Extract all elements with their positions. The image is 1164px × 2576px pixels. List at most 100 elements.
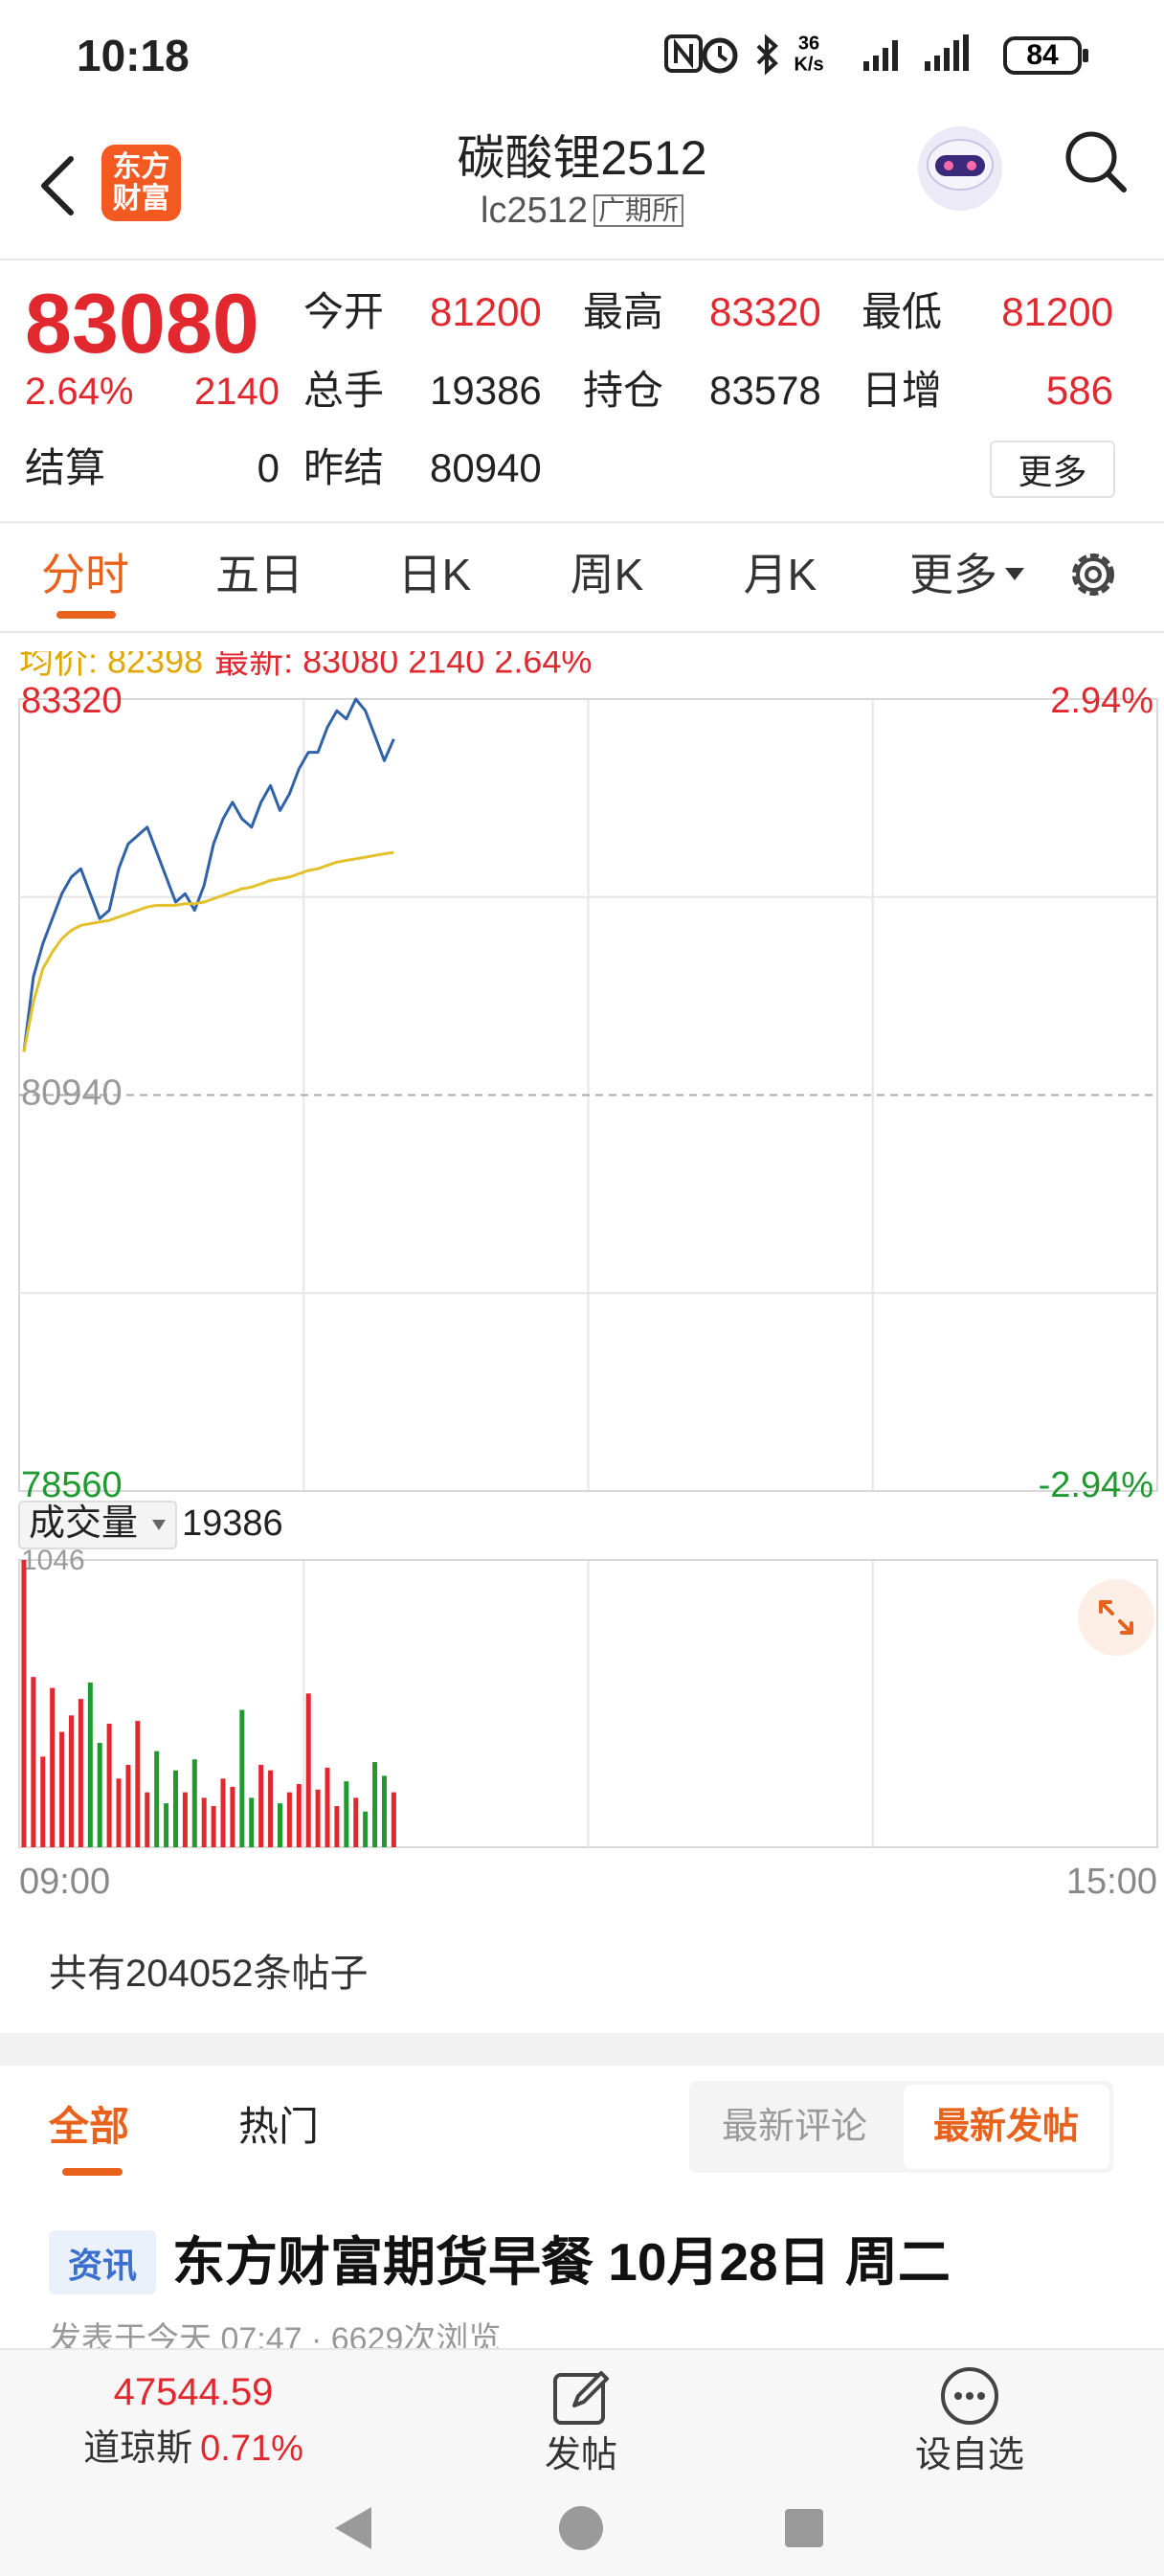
- index-value[interactable]: 47544.59: [113, 2371, 274, 2413]
- volume-bar: [116, 1778, 122, 1847]
- more-button[interactable]: 更多: [990, 441, 1115, 498]
- alarm-icon: [702, 37, 738, 74]
- tab[interactable]: 五日: [215, 550, 303, 599]
- watchlist-button-label[interactable]: 设自选: [914, 2435, 1025, 2475]
- stat-label: 结算: [25, 445, 106, 490]
- settings-button[interactable]: [1064, 546, 1122, 603]
- y-tick-label: 78560: [21, 1465, 123, 1505]
- stat-value: 81200: [1001, 289, 1113, 334]
- watchlist-icon[interactable]: [939, 2365, 1000, 2427]
- volume-bar: [191, 1759, 197, 1847]
- volume-label: 成交量: [29, 1503, 138, 1544]
- expand-button[interactable]: [1078, 1579, 1154, 1656]
- tab-underline: [56, 611, 116, 619]
- stat-value: 81200: [430, 289, 542, 334]
- change-pct: 2.64%: [25, 371, 134, 413]
- volume-bar: [381, 1775, 387, 1847]
- post-tab[interactable]: 热门: [238, 2104, 320, 2149]
- volume-bar: [315, 1789, 321, 1847]
- nav-home[interactable]: [559, 2506, 603, 2550]
- post-tab-active[interactable]: 全部: [49, 2104, 130, 2149]
- index-name: 道琼斯: [83, 2429, 193, 2469]
- instrument-title: 碳酸锂2512: [457, 131, 707, 185]
- stat-label: 持仓: [583, 368, 664, 413]
- volume-bar: [97, 1743, 102, 1847]
- tab[interactable]: 周K: [570, 550, 644, 599]
- sort-option-active[interactable]: 最新发帖: [932, 2107, 1080, 2147]
- signal-1: [863, 40, 898, 71]
- volume-bar: [125, 1764, 131, 1847]
- stat-value: 80940: [430, 445, 542, 490]
- stat-value: 0: [257, 445, 280, 490]
- expand-icon: [1099, 1600, 1133, 1635]
- sort-switch: 最新评论 最新发帖: [689, 2081, 1113, 2173]
- volume-bar: [59, 1731, 65, 1847]
- volume-bar: [68, 1715, 74, 1847]
- volume-bar: [78, 1699, 83, 1847]
- avg-price-label: 均价: 82398: [19, 651, 203, 681]
- volume-bar: [220, 1778, 226, 1847]
- nav-back[interactable]: [335, 2507, 371, 2549]
- volume-bar: [211, 1805, 216, 1847]
- stat-label: 今开: [303, 289, 385, 334]
- volume-bar: [201, 1797, 207, 1847]
- back-button[interactable]: [29, 153, 86, 220]
- search-button[interactable]: [1063, 128, 1130, 195]
- volume-bar: [87, 1682, 93, 1847]
- volume-bar: [249, 1797, 255, 1847]
- sort-option-bg: [904, 2085, 1109, 2169]
- stat-label: 昨结: [303, 445, 385, 490]
- post-title[interactable]: 东方财富期货早餐 10月28日 周二: [172, 2232, 951, 2292]
- logo-text: 东方: [112, 151, 170, 183]
- chart: 均价: 82398 最新: 83080 2140 2.64% 83320 80940 7…: [18, 651, 1158, 1902]
- sort-option[interactable]: 最新评论: [721, 2107, 868, 2147]
- volume-bar: [372, 1762, 378, 1847]
- tab-active[interactable]: 分时: [41, 550, 129, 599]
- post-button-label[interactable]: 发帖: [544, 2435, 618, 2475]
- exchange-tag: 广期所: [593, 194, 683, 227]
- bluetooth-icon: [756, 34, 778, 76]
- nav-recents[interactable]: [785, 2509, 823, 2547]
- volume-bar: [391, 1792, 396, 1847]
- volume-bar: [305, 1693, 311, 1847]
- price-line: [22, 697, 395, 1052]
- volume-bar: [239, 1709, 245, 1847]
- volume-bar: [363, 1811, 369, 1847]
- battery-tip: [1083, 49, 1088, 62]
- signal-2: [925, 34, 969, 71]
- index-row[interactable]: 道琼斯 0.71%: [83, 2430, 303, 2467]
- volume-bar: [325, 1767, 330, 1847]
- stat-value: 83578: [709, 368, 821, 413]
- section-gap: [0, 2033, 1164, 2066]
- x-tick-label: 09:00: [19, 1862, 110, 1902]
- tab-more[interactable]: 更多: [909, 550, 997, 599]
- y-tick-label: 80940: [21, 1073, 123, 1114]
- volume-bar: [172, 1770, 178, 1847]
- net-speed: 36: [798, 33, 819, 54]
- bottom-bar: 47544.59 道琼斯 0.71% 发帖 设自选: [0, 2348, 1164, 2576]
- volume-dropdown-arrow: [152, 1520, 166, 1530]
- nav-bar: [335, 2506, 823, 2550]
- y2-tick-label: 2.94%: [1050, 681, 1153, 721]
- y-tick-label: 83320: [21, 681, 123, 721]
- volume-bar: [334, 1805, 340, 1847]
- post-count: 共有204052条帖子: [49, 1953, 369, 1995]
- stat-label: 最低: [862, 289, 943, 334]
- change: 2140: [194, 371, 280, 413]
- tab[interactable]: 月K: [743, 550, 817, 599]
- latest-price-label: 最新: 83080 2140 2.64%: [214, 651, 592, 681]
- volume-bar: [182, 1792, 188, 1847]
- assistant-avatar[interactable]: [914, 123, 1006, 215]
- net-unit: K/s: [794, 54, 823, 75]
- logo-text: 财富: [112, 183, 170, 215]
- post-icon[interactable]: [551, 2367, 613, 2429]
- volume-selector: [18, 1501, 177, 1549]
- volume-bar: [106, 1723, 112, 1847]
- tab[interactable]: 日K: [397, 550, 472, 599]
- stat-value: 83320: [709, 289, 821, 334]
- status-icons: 36 K/s 84: [664, 33, 1088, 76]
- volume-total: 19386: [182, 1503, 283, 1544]
- volume-bar: [268, 1770, 274, 1847]
- app-logo[interactable]: 东方 财富: [101, 145, 181, 221]
